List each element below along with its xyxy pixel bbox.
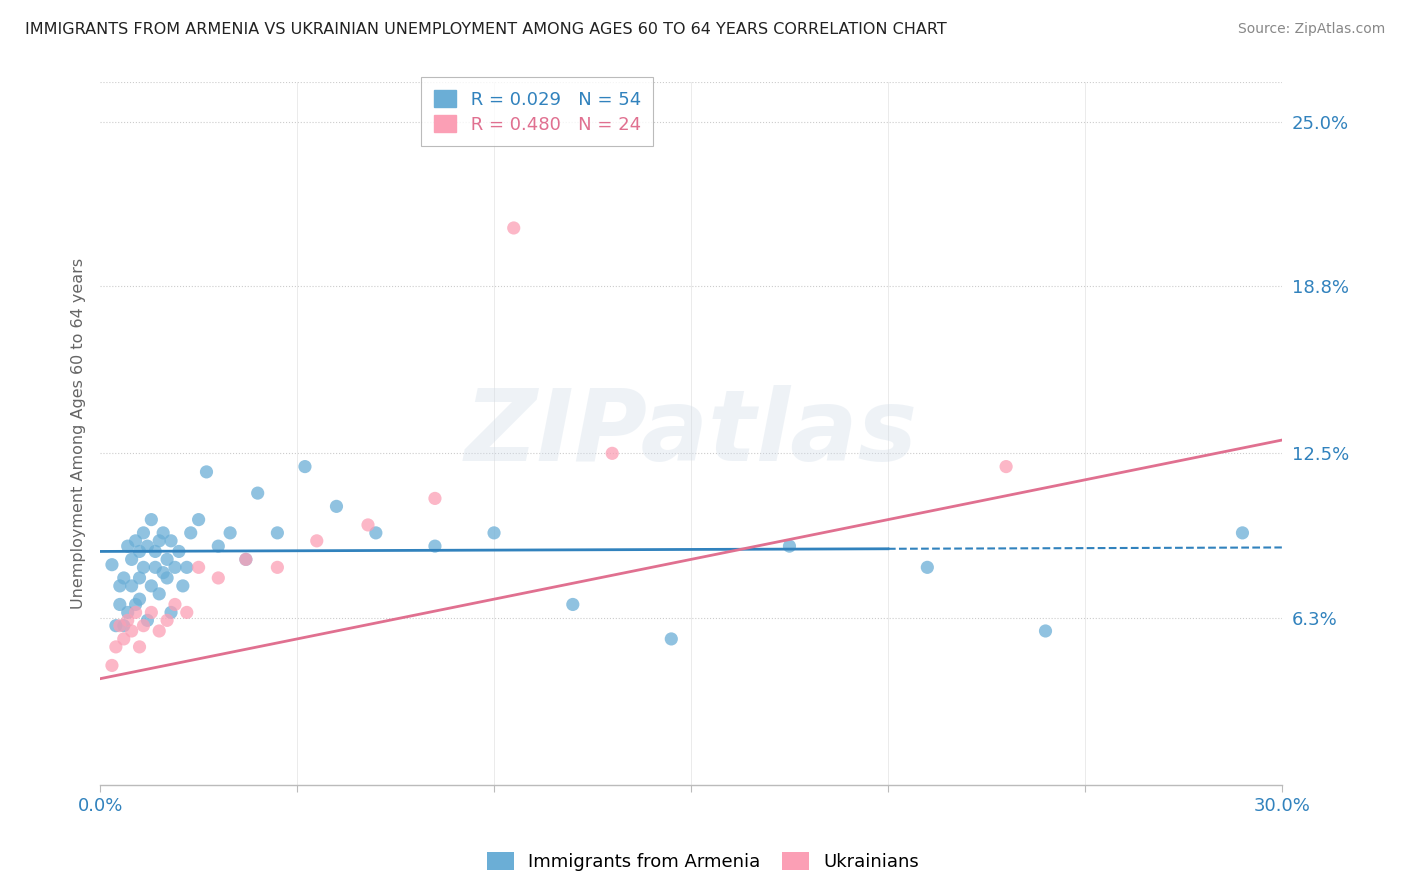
Point: [152, 525, 174, 540]
Point: [156, 552, 179, 566]
Point: [156, 613, 179, 627]
Point: [160, 606, 183, 620]
Point: [148, 587, 170, 601]
Point: [187, 513, 209, 527]
Text: ZIPatlas: ZIPatlas: [464, 385, 918, 482]
Point: [482, 525, 505, 540]
Point: [128, 640, 150, 654]
Point: [156, 571, 179, 585]
Point: [167, 544, 190, 558]
Point: [121, 624, 143, 638]
Point: [235, 552, 257, 566]
Point: [995, 459, 1018, 474]
Point: [561, 598, 583, 612]
Point: [136, 613, 159, 627]
Point: [132, 525, 155, 540]
Point: [104, 640, 127, 654]
Text: IMMIGRANTS FROM ARMENIA VS UKRAINIAN UNEMPLOYMENT AMONG AGES 60 TO 64 YEARS CORR: IMMIGRANTS FROM ARMENIA VS UKRAINIAN UNE…: [25, 22, 948, 37]
Text: Source: ZipAtlas.com: Source: ZipAtlas.com: [1237, 22, 1385, 37]
Point: [502, 221, 524, 235]
Point: [423, 491, 446, 506]
Point: [266, 560, 288, 574]
Y-axis label: Unemployment Among Ages 60 to 64 years: Unemployment Among Ages 60 to 64 years: [72, 258, 86, 609]
Point: [143, 544, 166, 558]
Point: [207, 539, 229, 553]
Point: [160, 533, 183, 548]
Point: [163, 598, 186, 612]
Point: [305, 533, 328, 548]
Point: [294, 459, 316, 474]
Point: [112, 571, 135, 585]
Point: [152, 566, 174, 580]
Point: [219, 525, 242, 540]
Point: [132, 618, 155, 632]
Point: [141, 579, 163, 593]
Point: [143, 560, 166, 574]
Point: [128, 544, 150, 558]
Point: [128, 592, 150, 607]
Point: [207, 571, 229, 585]
Point: [141, 513, 163, 527]
Point: [778, 539, 800, 553]
Point: [187, 560, 209, 574]
Point: [195, 465, 218, 479]
Point: [364, 525, 387, 540]
Point: [917, 560, 939, 574]
Point: [132, 560, 155, 574]
Point: [124, 533, 146, 548]
Point: [108, 579, 131, 593]
Point: [124, 598, 146, 612]
Point: [148, 533, 170, 548]
Point: [423, 539, 446, 553]
Point: [117, 606, 139, 620]
Point: [101, 658, 124, 673]
Point: [163, 560, 186, 574]
Point: [101, 558, 124, 572]
Point: [246, 486, 269, 500]
Point: [235, 552, 257, 566]
Point: [357, 517, 380, 532]
Point: [121, 552, 143, 566]
Legend: Immigrants from Armenia, Ukrainians: Immigrants from Armenia, Ukrainians: [479, 846, 927, 879]
Point: [121, 579, 143, 593]
Point: [112, 632, 135, 646]
Point: [172, 579, 194, 593]
Point: [104, 618, 127, 632]
Point: [141, 606, 163, 620]
Point: [117, 539, 139, 553]
Point: [117, 613, 139, 627]
Point: [176, 560, 198, 574]
Point: [124, 606, 146, 620]
Point: [148, 624, 170, 638]
Point: [325, 500, 347, 514]
Point: [108, 598, 131, 612]
Point: [128, 571, 150, 585]
Point: [108, 618, 131, 632]
Point: [1035, 624, 1057, 638]
Point: [600, 446, 623, 460]
Point: [136, 539, 159, 553]
Point: [1232, 525, 1254, 540]
Point: [112, 618, 135, 632]
Point: [176, 606, 198, 620]
Legend:  R = 0.029   N = 54,  R = 0.480   N = 24: R = 0.029 N = 54, R = 0.480 N = 24: [422, 77, 654, 146]
Point: [659, 632, 682, 646]
Point: [266, 525, 288, 540]
Point: [180, 525, 202, 540]
